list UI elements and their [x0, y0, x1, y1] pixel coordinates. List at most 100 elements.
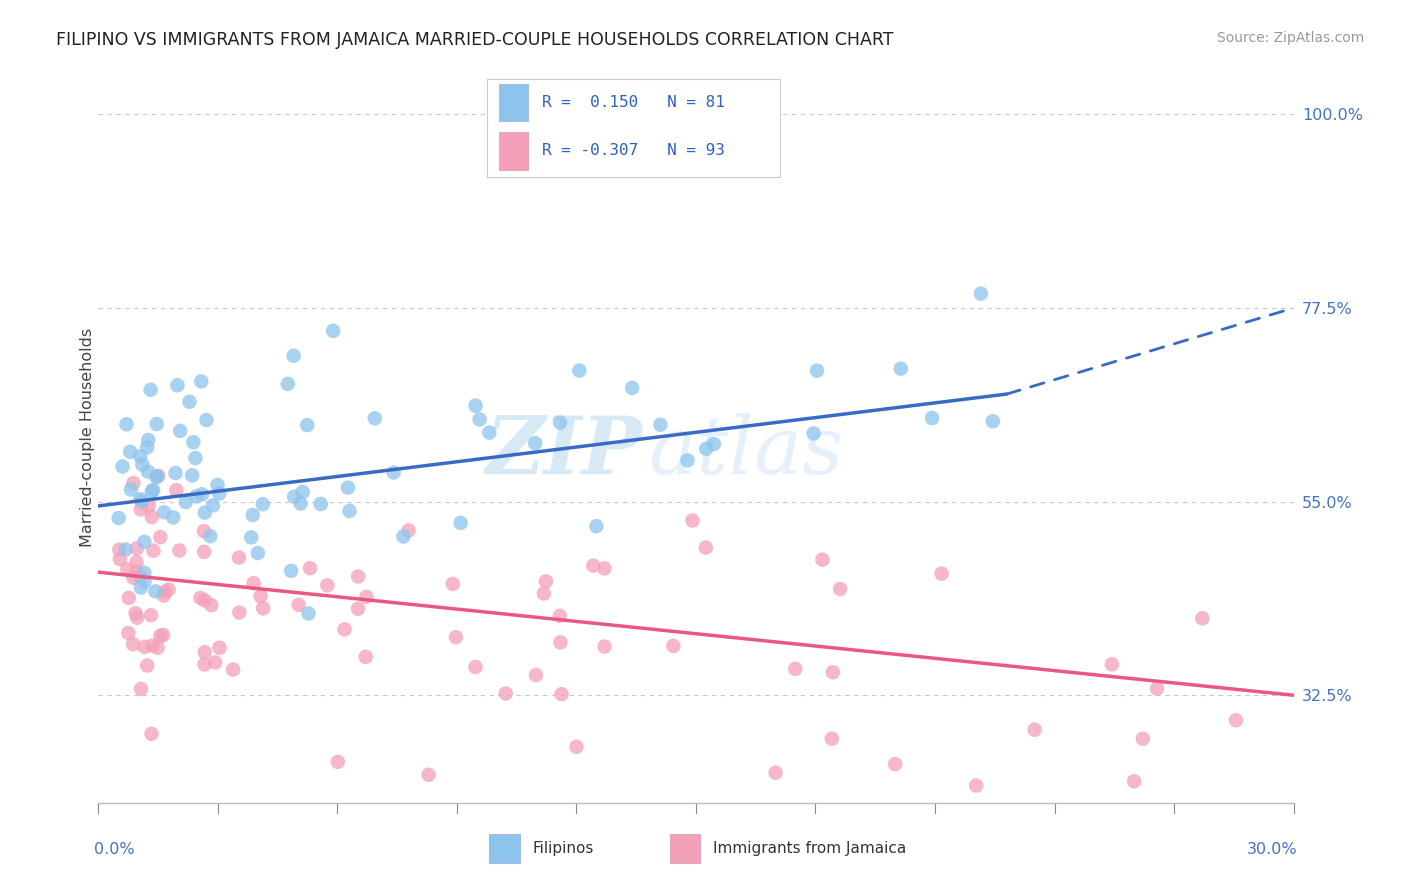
Point	[129, 449, 152, 463]
Point	[550, 635, 572, 649]
Point	[382, 466, 405, 480]
Point	[283, 349, 305, 363]
Point	[108, 542, 131, 557]
Point	[548, 416, 571, 430]
Point	[117, 562, 139, 576]
Point	[148, 468, 170, 483]
Point	[193, 524, 215, 538]
Point	[1101, 657, 1123, 672]
Point	[138, 499, 160, 513]
Point	[184, 451, 207, 466]
Point	[290, 497, 312, 511]
Point	[1225, 713, 1247, 727]
Point	[565, 739, 588, 754]
Point	[131, 494, 153, 508]
Text: FILIPINO VS IMMIGRANTS FROM JAMAICA MARRIED-COUPLE HOUSEHOLDS CORRELATION CHART: FILIPINO VS IMMIGRANTS FROM JAMAICA MARR…	[56, 31, 894, 49]
Point	[568, 363, 591, 377]
Point	[821, 731, 844, 746]
Point	[464, 399, 486, 413]
Point	[115, 417, 138, 432]
Point	[297, 607, 319, 621]
Point	[120, 483, 142, 497]
Point	[364, 411, 387, 425]
Point	[830, 582, 852, 596]
Point	[169, 543, 191, 558]
Point	[129, 502, 152, 516]
Point	[142, 543, 165, 558]
Point	[681, 514, 703, 528]
Point	[179, 394, 201, 409]
Point	[136, 465, 159, 479]
Point	[157, 582, 180, 597]
Point	[695, 442, 717, 456]
Point	[806, 364, 828, 378]
Point	[524, 436, 547, 450]
Point	[194, 593, 217, 607]
Point	[533, 586, 555, 600]
Point	[141, 639, 163, 653]
Point	[152, 628, 174, 642]
Point	[921, 411, 943, 425]
Point	[107, 511, 129, 525]
Point	[326, 755, 349, 769]
Point	[122, 637, 145, 651]
Point	[136, 440, 159, 454]
Point	[145, 584, 167, 599]
Point	[136, 658, 159, 673]
Point	[183, 435, 205, 450]
Point	[129, 492, 152, 507]
Point	[322, 324, 344, 338]
Point	[207, 478, 229, 492]
Point	[186, 489, 208, 503]
Point	[398, 524, 420, 538]
Point	[146, 640, 169, 655]
Point	[145, 417, 167, 431]
Point	[125, 610, 148, 624]
Point	[347, 601, 370, 615]
Point	[194, 645, 217, 659]
Point	[356, 590, 378, 604]
Point	[246, 546, 269, 560]
Point	[695, 541, 717, 555]
Point	[283, 490, 305, 504]
Point	[108, 552, 131, 566]
Point	[468, 412, 491, 426]
Point	[181, 468, 204, 483]
Point	[495, 686, 517, 700]
Point	[153, 505, 176, 519]
Point	[970, 286, 993, 301]
Point	[295, 418, 318, 433]
Point	[811, 552, 834, 566]
Point	[785, 662, 807, 676]
Point	[228, 606, 250, 620]
Point	[524, 668, 547, 682]
Text: 30.0%: 30.0%	[1247, 841, 1298, 856]
Point	[676, 453, 699, 467]
Point	[208, 640, 231, 655]
Point	[131, 458, 153, 472]
Point	[1132, 731, 1154, 746]
Point	[195, 413, 218, 427]
Point	[1123, 774, 1146, 789]
Point	[316, 578, 339, 592]
Point	[193, 657, 215, 672]
Point	[166, 378, 188, 392]
Point	[287, 598, 309, 612]
Point	[309, 497, 332, 511]
Point	[478, 425, 501, 440]
Point	[965, 779, 987, 793]
Point	[765, 765, 787, 780]
Point	[662, 639, 685, 653]
Point	[821, 665, 844, 680]
Point	[129, 569, 152, 583]
Point	[249, 590, 271, 604]
Point	[124, 606, 146, 620]
Point	[204, 656, 226, 670]
Point	[152, 589, 174, 603]
Point	[165, 466, 187, 480]
Point	[155, 584, 177, 599]
Point	[222, 663, 245, 677]
Point	[134, 640, 156, 654]
Point	[703, 437, 725, 451]
Point	[534, 574, 557, 589]
